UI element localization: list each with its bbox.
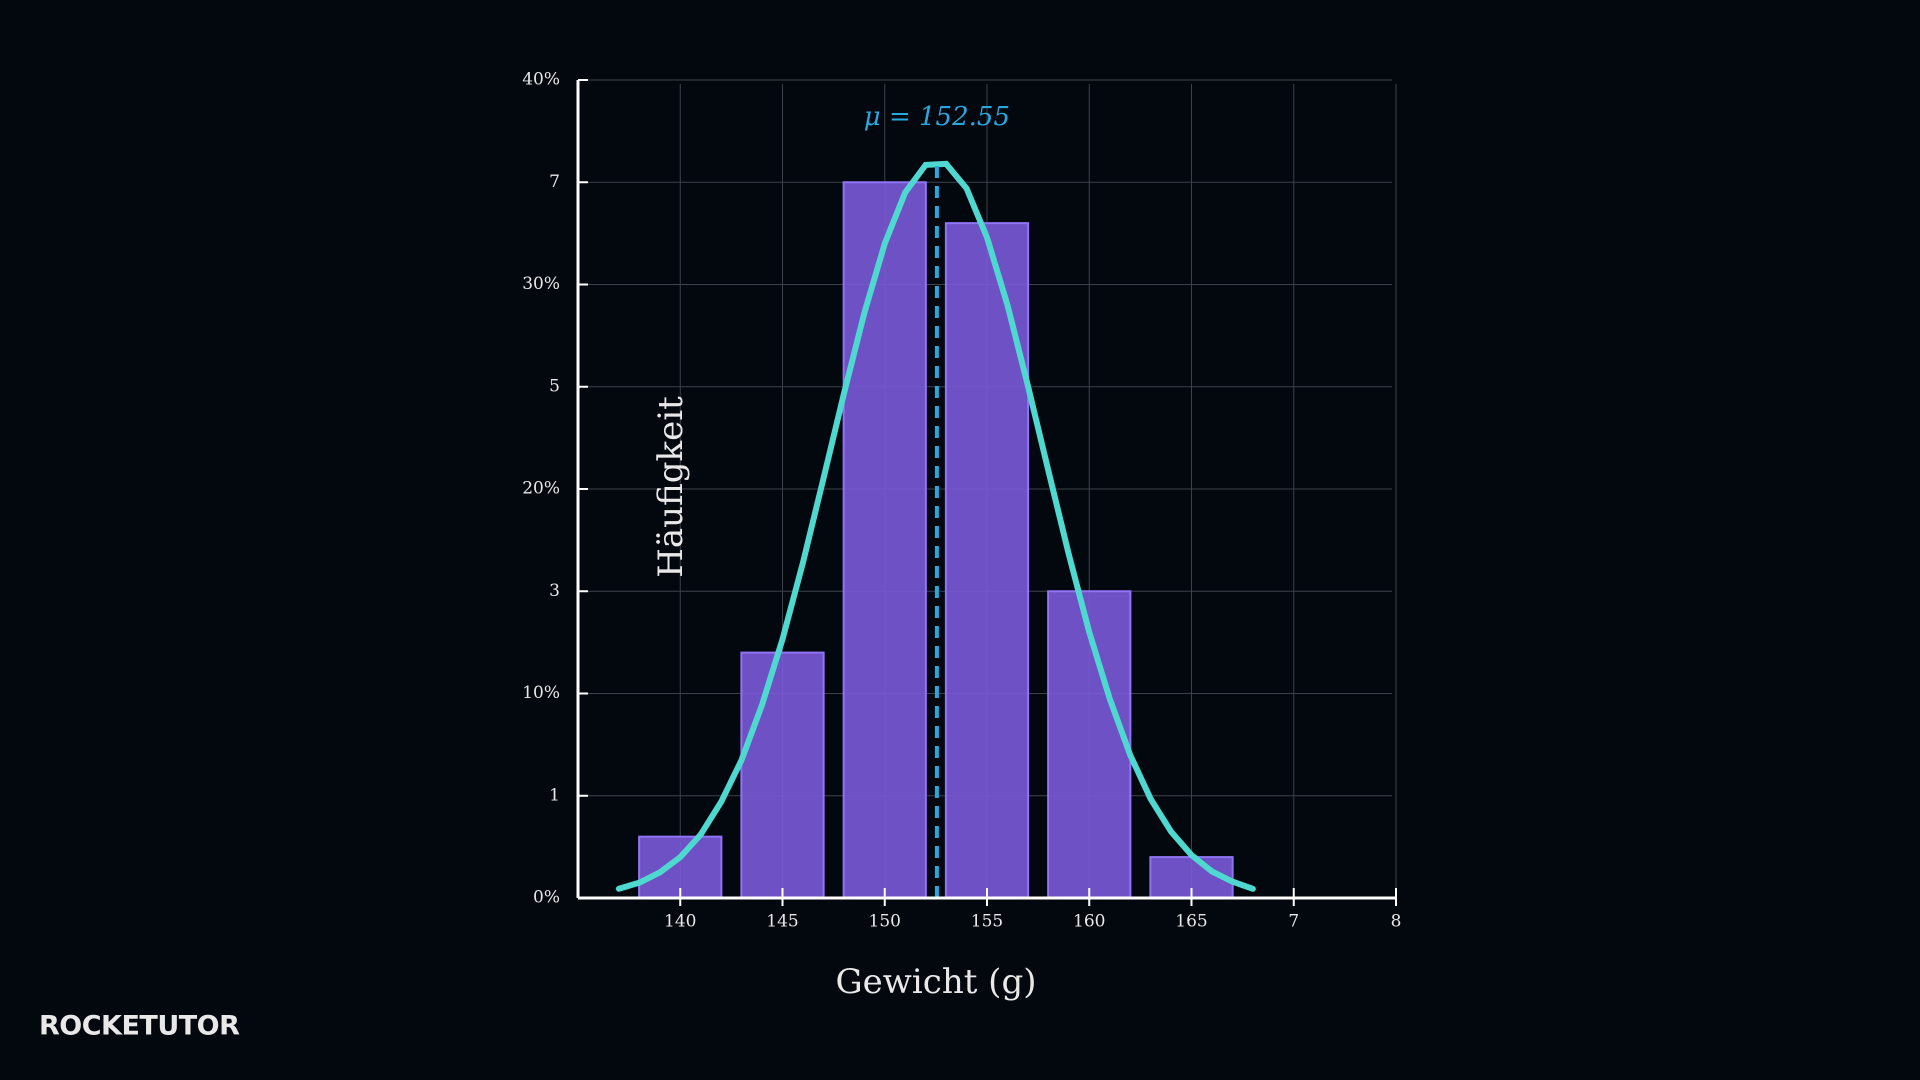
- mean-label: μ = 152.55: [864, 102, 1010, 132]
- y-tick-label: 0%: [533, 888, 560, 908]
- y-tick-label: 10%: [522, 683, 560, 703]
- x-tick-label: 140: [664, 912, 696, 932]
- x-tick-label: 165: [1175, 912, 1207, 932]
- x-axis-label: Gewicht (g): [836, 962, 1037, 1002]
- bar: [842, 181, 927, 899]
- y-tick-label: 7: [549, 172, 560, 192]
- logo: ROCKETUTOR: [39, 1011, 240, 1042]
- x-tick-label: 155: [971, 912, 1003, 932]
- x-tick-label: 160: [1073, 912, 1105, 932]
- bar: [740, 651, 825, 899]
- y-axis-label: Häufigkeit: [651, 396, 691, 578]
- x-tick-label: 145: [766, 912, 798, 932]
- x-tick-label: 8: [1391, 912, 1402, 932]
- marks: μ = 152.55: [615, 102, 1256, 900]
- bar: [944, 222, 1030, 899]
- bar: [1047, 590, 1132, 899]
- y-tick-label: 5: [549, 376, 560, 396]
- x-tick-label: 150: [869, 912, 901, 932]
- y-tick-label: 40%: [522, 70, 560, 90]
- axes: 0% 1 10% 3 20% 5 30% 7 40% 140 145 150 155 160 165 7 8: [522, 70, 1401, 932]
- x-tick-label: 7: [1288, 912, 1299, 932]
- y-tick-label: 20%: [522, 479, 560, 499]
- y-tick-label: 30%: [522, 274, 560, 294]
- fit-curve: [615, 160, 1256, 892]
- y-tick-label: 3: [549, 581, 560, 601]
- y-tick-label: 1: [549, 785, 560, 805]
